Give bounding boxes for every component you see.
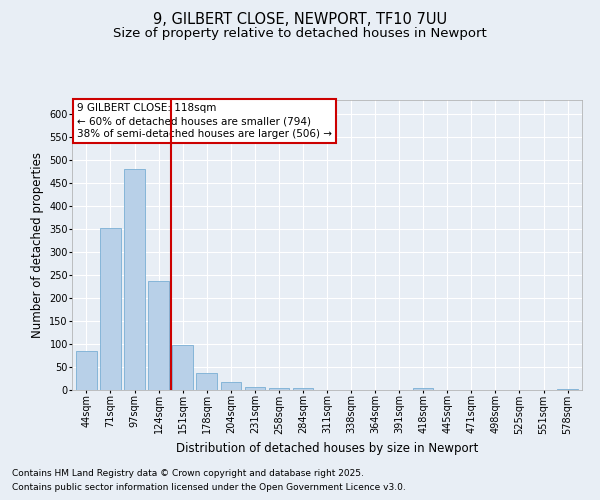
Bar	[76, 351, 97, 390]
Bar	[221, 382, 241, 390]
Text: 9 GILBERT CLOSE: 118sqm
← 60% of detached houses are smaller (794)
38% of semi-d: 9 GILBERT CLOSE: 118sqm ← 60% of detache…	[77, 103, 332, 140]
Bar	[269, 388, 289, 390]
Text: Contains public sector information licensed under the Open Government Licence v3: Contains public sector information licen…	[12, 484, 406, 492]
Bar	[100, 228, 121, 390]
Text: 9, GILBERT CLOSE, NEWPORT, TF10 7UU: 9, GILBERT CLOSE, NEWPORT, TF10 7UU	[153, 12, 447, 28]
Bar	[148, 281, 169, 390]
Bar	[245, 387, 265, 390]
X-axis label: Distribution of detached houses by size in Newport: Distribution of detached houses by size …	[176, 442, 478, 455]
Bar	[124, 169, 145, 390]
Text: Contains HM Land Registry data © Crown copyright and database right 2025.: Contains HM Land Registry data © Crown c…	[12, 468, 364, 477]
Text: Size of property relative to detached houses in Newport: Size of property relative to detached ho…	[113, 28, 487, 40]
Bar	[413, 388, 433, 390]
Y-axis label: Number of detached properties: Number of detached properties	[31, 152, 44, 338]
Bar	[196, 372, 217, 390]
Bar	[172, 346, 193, 390]
Bar	[293, 388, 313, 390]
Bar	[557, 388, 578, 390]
